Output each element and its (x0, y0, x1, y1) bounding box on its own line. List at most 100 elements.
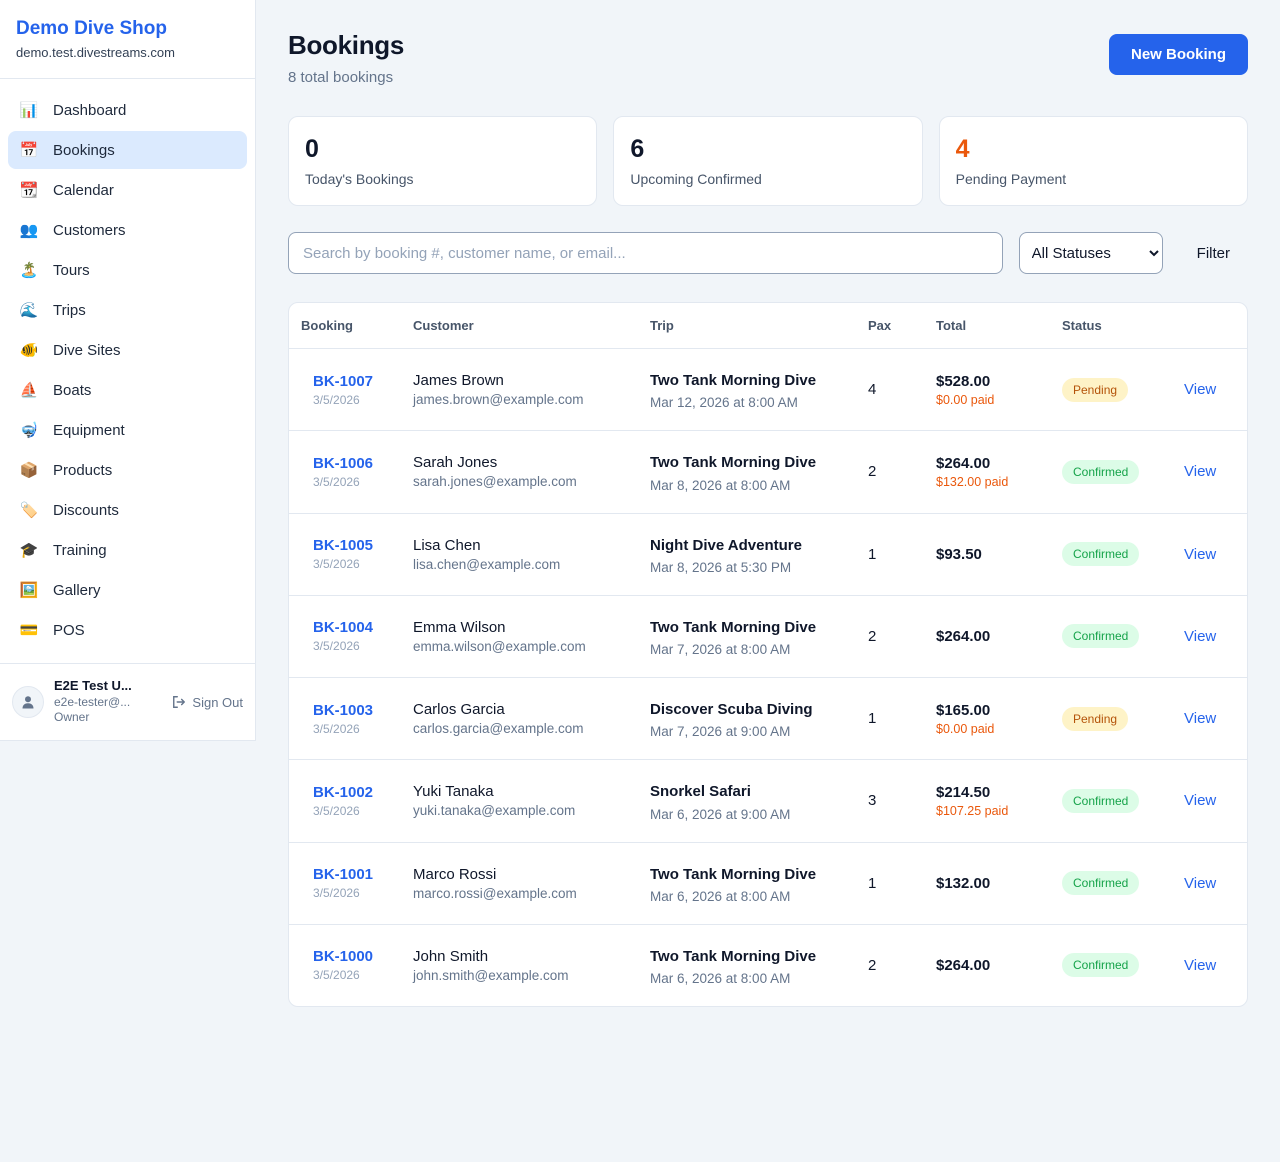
sidebar-nav-item[interactable]: 🌊 Trips (8, 291, 247, 329)
view-link[interactable]: View (1184, 381, 1217, 399)
sidebar-nav-item[interactable]: 🏷️ Discounts (8, 491, 247, 529)
sidebar-item-icon: 👥 (19, 222, 39, 239)
shop-name: Demo Dive Shop (16, 18, 167, 39)
sidebar-nav-item[interactable]: 📊 Dashboard (8, 91, 247, 129)
customer-name: James Brown (413, 372, 504, 390)
sidebar-item-icon: 🏷️ (19, 502, 39, 519)
customer-email: john.smith@example.com (413, 967, 569, 983)
sidebar-item-label: Equipment (53, 421, 125, 439)
status-filter-select[interactable]: All Statuses (1018, 232, 1163, 274)
booking-id-link[interactable]: BK-1003 (313, 701, 374, 719)
table-row: BK-1006 3/5/2026 Sarah Jones sarah.jones… (289, 430, 1247, 514)
trip-datetime: Mar 7, 2026 at 8:00 AM (650, 642, 791, 657)
customer-name: Lisa Chen (413, 536, 481, 554)
table-row: BK-1007 3/5/2026 James Brown james.brown… (289, 348, 1247, 432)
sidebar-nav-item[interactable]: 🎓 Training (8, 531, 247, 569)
user-email: e2e-tester@... (54, 694, 131, 709)
view-link[interactable]: View (1184, 627, 1217, 645)
trip-name: Discover Scuba Diving (650, 701, 813, 718)
sidebar-nav-item[interactable]: 🖼️ Gallery (8, 571, 247, 609)
sidebar-item-icon: 🏝️ (19, 262, 39, 279)
user-avatar (12, 686, 44, 719)
view-link[interactable]: View (1184, 874, 1217, 892)
sidebar-nav-item[interactable]: 🐠 Dive Sites (8, 331, 247, 369)
stat-value: 4 (955, 135, 970, 163)
booking-id-link[interactable]: BK-1000 (313, 948, 374, 966)
stat-label: Upcoming Confirmed (630, 171, 762, 187)
table-header-row: Booking Customer Trip Pax Total Status (289, 303, 1247, 349)
booking-id-link[interactable]: BK-1005 (313, 537, 374, 555)
customer-name: Marco Rossi (413, 865, 497, 883)
trip-name: Night Dive Adventure (650, 536, 802, 554)
booking-id-link[interactable]: BK-1006 (313, 454, 374, 472)
sidebar-nav-item[interactable]: ⛵ Boats (8, 371, 247, 409)
column-header: Status (1050, 303, 1172, 349)
sign-out-button[interactable]: Sign Out (172, 695, 243, 710)
booking-id-link[interactable]: BK-1007 (313, 372, 374, 390)
sidebar-nav-item[interactable]: 🤿 Equipment (8, 411, 247, 449)
column-header: Booking (289, 303, 401, 349)
view-link[interactable]: View (1184, 792, 1217, 810)
sidebar-item-label: Gallery (53, 581, 101, 599)
booking-created-date: 3/5/2026 (313, 721, 360, 736)
user-role: Owner (54, 710, 90, 725)
sidebar-item-icon: 🐠 (19, 342, 39, 359)
trip-name: Snorkel Safari (650, 783, 751, 801)
total-amount: $264.00 (936, 454, 991, 472)
pax-count: 4 (856, 348, 924, 432)
table-row: BK-1000 3/5/2026 John Smith john.smith@e… (289, 924, 1247, 1006)
filter-button[interactable]: Filter (1179, 245, 1248, 262)
column-header: Pax (856, 303, 924, 349)
search-input[interactable] (288, 232, 1003, 274)
column-header: Customer (401, 303, 638, 349)
user-info: E2E Test U... e2e-tester@... Owner (54, 678, 162, 726)
booking-id-link[interactable]: BK-1001 (313, 866, 374, 884)
stat-card-todays-bookings: 0 Today's Bookings (288, 116, 598, 206)
sidebar-nav-item[interactable]: 👥 Customers (8, 211, 247, 249)
total-amount: $165.00 (936, 701, 991, 719)
sidebar-item-label: Training (53, 541, 107, 559)
sidebar-nav-item[interactable]: 🏝️ Tours (8, 251, 247, 289)
sidebar-item-icon: 📆 (19, 182, 39, 199)
sidebar-item-icon: 🖼️ (19, 582, 39, 599)
pax-count: 2 (856, 595, 924, 679)
status-badge: Confirmed (1062, 542, 1140, 567)
sidebar-item-icon: 🤿 (19, 422, 39, 439)
user-section: E2E Test U... e2e-tester@... Owner Sign … (0, 663, 255, 740)
view-link[interactable]: View (1184, 545, 1217, 563)
sidebar-nav-item[interactable]: 📅 Bookings (8, 131, 247, 169)
trip-datetime: Mar 6, 2026 at 9:00 AM (650, 806, 791, 822)
status-badge: Pending (1062, 706, 1129, 731)
sidebar-nav-item[interactable]: 💳 POS (8, 611, 247, 649)
table-row: BK-1003 3/5/2026 Carlos Garcia carlos.ga… (289, 677, 1247, 761)
view-link[interactable]: View (1184, 463, 1217, 481)
booking-created-date: 3/5/2026 (313, 886, 360, 901)
booking-id-link[interactable]: BK-1004 (313, 619, 374, 637)
trip-datetime: Mar 6, 2026 at 8:00 AM (650, 971, 791, 986)
page-header: Bookings 8 total bookings New Booking (288, 30, 1248, 86)
stat-card-pending-payment: 4 Pending Payment (938, 116, 1248, 206)
booking-created-date: 3/5/2026 (313, 639, 360, 654)
booking-id-link[interactable]: BK-1002 (313, 783, 374, 801)
person-icon (22, 696, 34, 709)
total-amount: $132.00 (936, 874, 991, 892)
sidebar-nav-item[interactable]: 📆 Calendar (8, 171, 247, 209)
stat-value: 6 (630, 135, 645, 163)
booking-created-date: 3/5/2026 (313, 557, 360, 572)
new-booking-button[interactable]: New Booking (1108, 34, 1248, 75)
pax-count: 1 (856, 677, 924, 761)
view-link[interactable]: View (1184, 956, 1217, 974)
view-link[interactable]: View (1184, 710, 1217, 728)
page-title: Bookings (288, 30, 405, 60)
sidebar-nav-item[interactable]: 📦 Products (8, 451, 247, 489)
trip-name: Two Tank Morning Dive (650, 372, 817, 389)
sidebar-item-label: Discounts (53, 501, 119, 519)
pax-count: 1 (856, 513, 924, 596)
page-subtitle: 8 total bookings (288, 69, 394, 86)
sidebar-item-icon: 📅 (19, 142, 39, 159)
sidebar-item-icon: 🎓 (19, 542, 39, 559)
sidebar-item-label: Bookings (53, 141, 115, 159)
status-badge: Confirmed (1062, 871, 1140, 896)
trip-datetime: Mar 12, 2026 at 8:00 AM (650, 395, 798, 411)
sidebar-item-label: Dashboard (53, 101, 127, 119)
